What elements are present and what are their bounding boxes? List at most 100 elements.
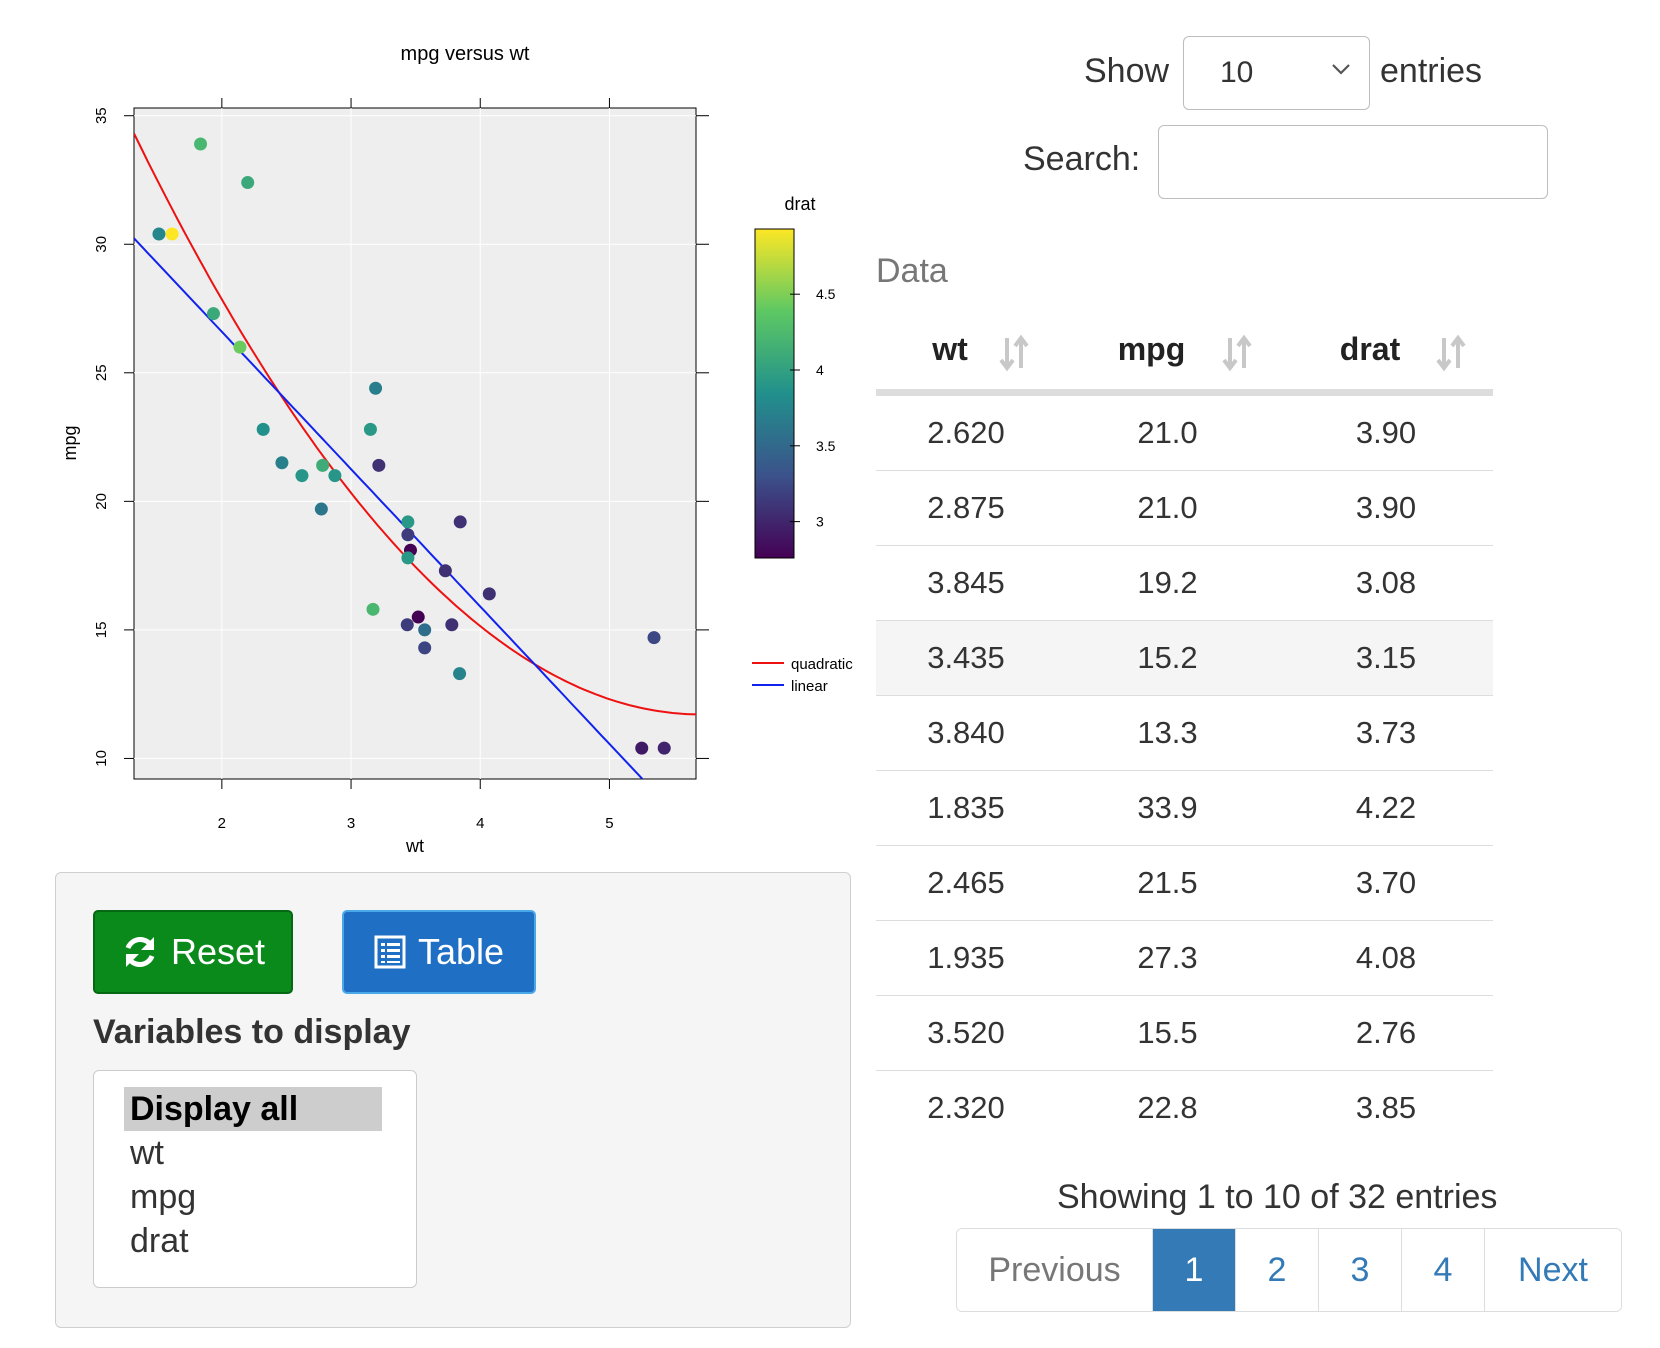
table-header-row: wt mpg drat [876,310,1493,396]
sort-icon [999,334,1029,372]
pagination-next[interactable]: Next [1485,1229,1621,1311]
data-point [445,618,459,632]
table-row[interactable]: 2.465 21.5 3.70 [876,845,1493,921]
fit-line-quadratic [134,133,696,716]
table-row[interactable]: 2.320 22.8 3.85 [876,1070,1493,1145]
y-axis-label: mpg [60,425,80,460]
table-row[interactable]: 3.840 13.3 3.73 [876,695,1493,771]
variable-option-display-all[interactable]: Display all [124,1087,382,1131]
data-point [295,469,309,483]
table-button[interactable]: Table [342,910,536,994]
table-cell: 3.845 [876,545,1056,621]
pagination-page-2[interactable]: 2 [1236,1229,1319,1311]
table-cell: 15.5 [1056,995,1279,1071]
column-header-drat[interactable]: drat [1279,310,1493,396]
table-info: Showing 1 to 10 of 32 entries [1057,1178,1498,1216]
colorbar-title: drat [784,194,815,214]
data-point [401,515,415,529]
fit-lines [134,133,696,779]
data-point [657,741,671,755]
entries-length-value: 10 [1220,56,1254,89]
data-point [316,458,330,472]
pagination-page-4[interactable]: 4 [1402,1229,1485,1311]
pagination: Previous 1 2 3 4 Next [956,1228,1622,1312]
table-cell: 3.520 [876,995,1056,1071]
y-tick-label: 15 [93,622,110,639]
table-row[interactable]: 3.435 15.2 3.15 [876,620,1493,696]
table-cell: 2.76 [1279,995,1493,1071]
table-cell: 2.465 [876,845,1056,921]
table-cell: 3.840 [876,695,1056,771]
colorbar-tick-label: 3 [816,514,824,530]
data-point [256,422,270,436]
sort-icon [1436,334,1466,372]
length-prefix: Show [1084,52,1170,90]
data-point [275,456,289,470]
table-cell: 4.22 [1279,770,1493,846]
y-tick-label: 10 [93,750,110,767]
data-point [241,176,255,190]
y-tick-label: 20 [93,493,110,510]
table-row[interactable]: 1.935 27.3 4.08 [876,920,1493,996]
plot-panel [133,107,697,780]
table-cell: 3.73 [1279,695,1493,771]
variable-option-drat[interactable]: drat [130,1222,189,1260]
data-point [328,469,342,483]
reset-button[interactable]: Reset [93,910,293,994]
table-cell: 33.9 [1056,770,1279,846]
data-point [363,422,377,436]
table-row[interactable]: 3.520 15.5 2.76 [876,995,1493,1071]
column-header-label: wt [932,330,968,367]
x-tick-label: 5 [605,815,613,832]
table-cell: 4.08 [1279,920,1493,996]
data-table: wt mpg drat [876,310,1493,1145]
grid-lines [134,108,696,779]
data-point [418,623,432,637]
table-cell: 1.935 [876,920,1056,996]
plot-area: mpg versus wt 2 3 4 5 10 15 20 25 30 35 wt mpg dr… [0,0,880,870]
data-point [314,502,328,516]
x-tick-label: 2 [218,815,226,832]
table-cell: 21.0 [1056,470,1279,546]
table-cell: 13.3 [1056,695,1279,771]
column-header-wt[interactable]: wt [876,310,1056,396]
data-point [635,741,649,755]
variables-select[interactable]: Display all wt mpg drat [93,1070,417,1288]
refresh-icon [125,937,155,967]
column-header-mpg[interactable]: mpg [1056,310,1279,396]
sort-icon [1222,334,1252,372]
table-cell: 21.0 [1056,392,1279,471]
list-alt-icon [374,935,406,969]
table-row[interactable]: 2.875 21.0 3.90 [876,470,1493,546]
pagination-page-1[interactable]: 1 [1153,1229,1236,1311]
table-row[interactable]: 1.835 33.9 4.22 [876,770,1493,846]
chevron-down-icon [1332,64,1350,75]
entries-length-select[interactable]: 10 [1183,36,1370,110]
pagination-previous[interactable]: Previous [957,1229,1153,1311]
table-row[interactable]: 3.845 19.2 3.08 [876,545,1493,621]
data-point [233,340,247,354]
table-cell: 3.435 [876,620,1056,696]
variable-option-wt[interactable]: wt [130,1134,164,1172]
table-cell: 3.08 [1279,545,1493,621]
colorbar-tick-label: 4 [816,362,824,378]
search-input[interactable] [1158,125,1548,199]
data-point [411,610,425,624]
table-cell: 22.8 [1137,1089,1198,1125]
variables-label: Variables to display [93,1013,411,1051]
data-point [152,227,166,241]
colorbar-tick-label: 3.5 [816,438,836,454]
y-tick-label: 30 [93,236,110,253]
pagination-page-3[interactable]: 3 [1319,1229,1402,1311]
data-point [401,528,415,542]
controls-panel: Reset Table Variables to display Display… [55,872,851,1328]
table-cell: 3.90 [1279,470,1493,546]
data-point [206,307,220,321]
table-cell: 27.3 [1056,920,1279,996]
table-cell: 3.85 [1355,1089,1417,1125]
data-point [647,631,661,645]
table-row[interactable]: 2.620 21.0 3.90 [876,392,1493,471]
variable-option-mpg[interactable]: mpg [130,1178,197,1216]
table-button-label: Table [417,931,505,972]
data-point [366,602,380,616]
